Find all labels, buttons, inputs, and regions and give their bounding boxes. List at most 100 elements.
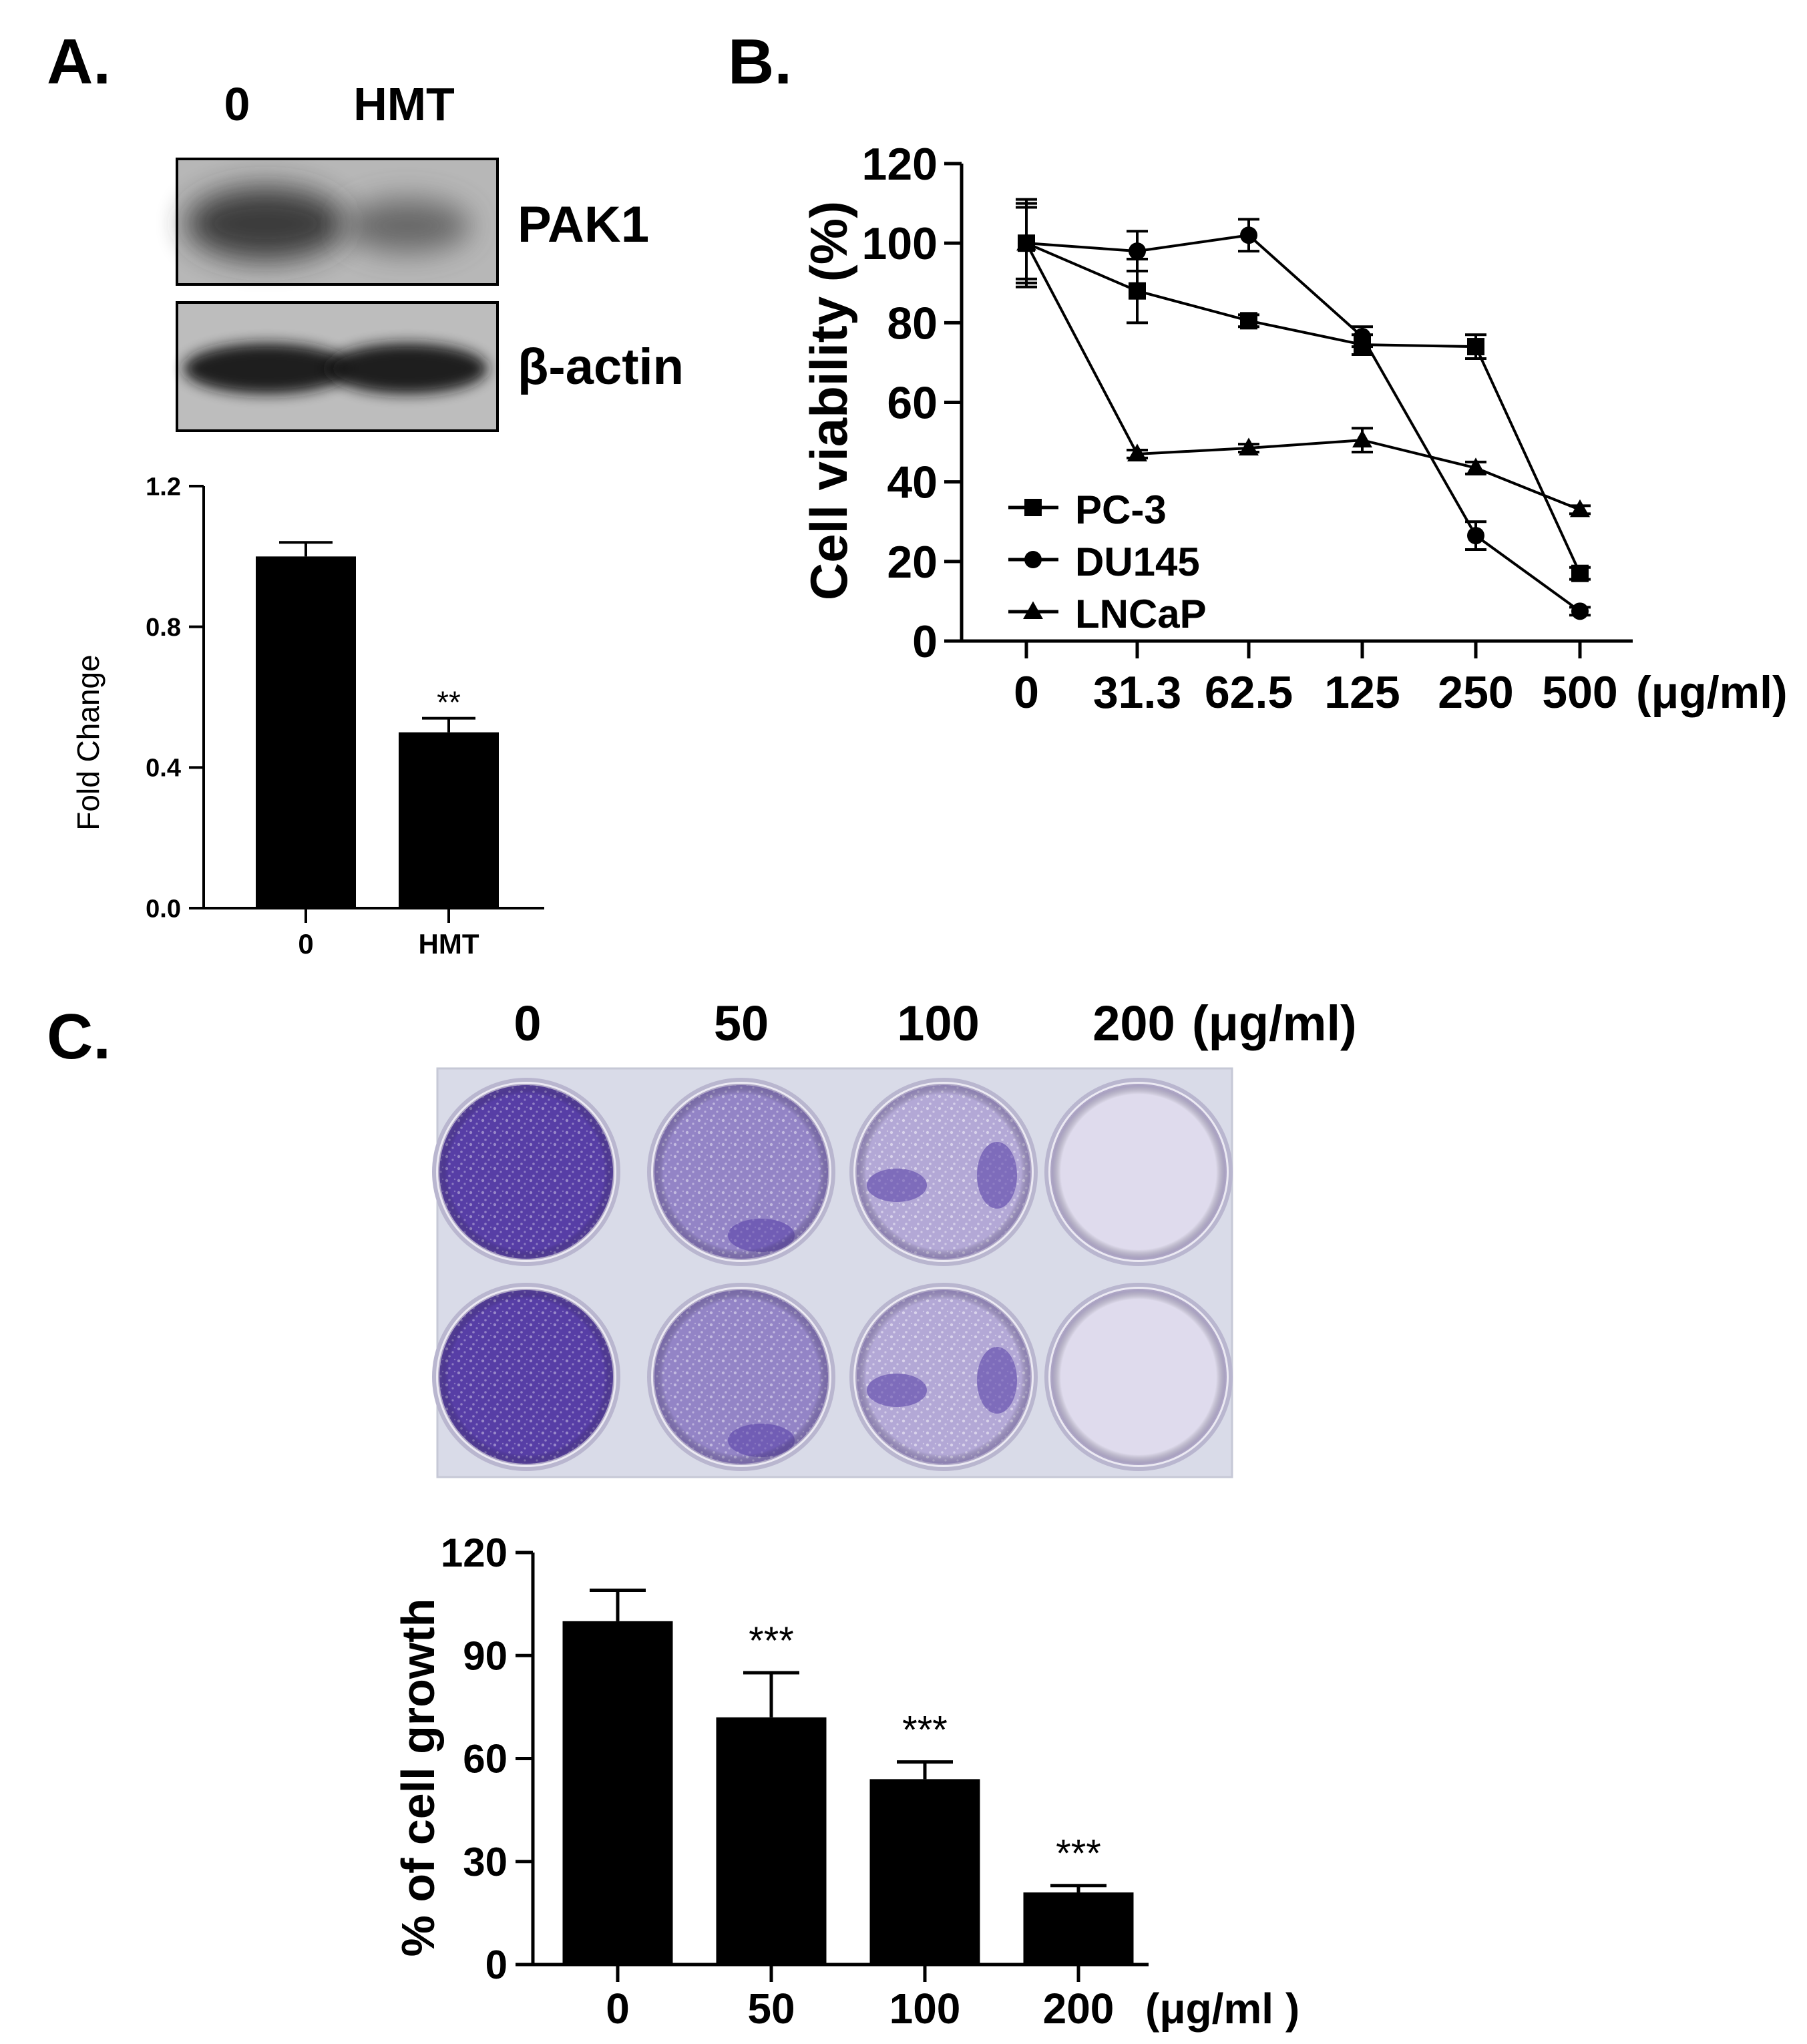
data-point [1466,457,1486,475]
data-point [1570,499,1590,518]
bar [1023,1892,1134,1965]
data-point [1240,226,1257,244]
y-tick-label: 40 [887,457,938,508]
plate-dose-label: 50 [714,996,769,1051]
data-point [1129,242,1146,260]
legend-marker [1023,601,1043,620]
y-tick-label: 60 [463,1737,508,1782]
bar [716,1717,827,1965]
y-tick-label: 80 [887,298,938,349]
fold-change-chart: Fold Change 0.0 0.4 0.8 1.2 0 HMT ** [71,473,544,960]
y-tick-label: 20 [887,537,938,588]
western-blot: 0 HMT PAK1 β-actin [176,78,684,432]
plate-well [849,1283,1038,1471]
plate-unit-label: (μg/ml) [1192,996,1357,1051]
panel-b: B. Cell viability (%) 0 20 40 60 80 100 120 0 31… [728,26,1788,718]
significance-label: ** [437,685,461,720]
data-point [1354,328,1371,346]
y-tick-label: 30 [463,1840,508,1884]
plate-dose-label: 100 [897,996,979,1051]
legend-marker [1024,551,1042,568]
x-tick-label: 0 [1014,667,1039,718]
panel-c: C. 0 50 100 200 (μg/ml) % of cell growth… [47,996,1357,2033]
y-tick-label: 120 [441,1530,508,1575]
panel-a-letter: A. [47,26,111,97]
y-tick-label: 60 [887,378,938,429]
y-tick-label: 0 [485,1943,508,1987]
cell-growth-ylabel: % of cell growth [392,1599,444,1957]
blot-lane-label-0: 0 [224,78,250,130]
plate-well [647,1078,835,1266]
plate-dose-label: 200 [1092,996,1175,1051]
cell-growth-chart: % of cell growth 0 30 60 90 120 0 50 *** 100 *** 2… [392,1530,1299,2033]
y-tick-label: 0.4 [146,755,181,783]
plate-well [1044,1283,1233,1471]
series-du145 [1016,206,1591,620]
x-tick-label: 250 [1438,667,1513,718]
y-tick-label: 0.8 [146,614,181,642]
data-point [1571,564,1589,582]
x-tick-label: HMT [419,928,479,960]
plate-dose-label: 0 [514,996,541,1051]
x-tick-label: 31.3 [1093,667,1181,718]
crystal-violet-plate [432,1067,1233,1478]
plate-well [432,1078,620,1266]
data-point [1129,282,1146,300]
y-tick-label: 0.0 [146,895,181,923]
x-tick-label: 100 [889,1985,961,2033]
x-unit-label: (μg/ml) [1636,667,1788,718]
cell-viability-chart: Cell viability (%) 0 20 40 60 80 100 120 0 31.3 6… [799,139,1788,718]
y-tick-label: 100 [862,218,938,269]
legend-label: PC-3 [1075,487,1167,532]
panel-b-letter: B. [728,26,792,97]
panel-c-letter: C. [47,1001,111,1072]
significance-label: *** [749,1619,794,1663]
x-tick-label: 50 [747,1985,795,2033]
bar [869,1779,980,1965]
y-tick-label: 0 [912,616,938,667]
x-unit-label: (μg/ml ) [1145,1985,1299,2033]
data-point [1352,429,1372,448]
x-tick-label: 0 [606,1985,630,2033]
panel-a: A. 0 HMT PAK1 β-actin Fold Change 0.0 0.4… [47,26,684,960]
fold-change-ylabel: Fold Change [71,654,106,830]
plate-well [647,1283,835,1471]
data-point [1571,602,1589,620]
cell-viability-ylabel: Cell viability (%) [799,201,858,600]
blot-lane-label-hmt: HMT [353,78,455,130]
x-tick-label: 125 [1324,667,1400,718]
x-tick-label: 62.5 [1205,667,1293,718]
data-point [1127,443,1147,462]
plate-well [1044,1078,1233,1266]
blot-band-label-pak1: PAK1 [518,196,649,253]
legend-label: DU145 [1075,540,1200,584]
plate-well [432,1283,620,1471]
blot-actin-membrane [176,301,499,432]
data-point [1239,437,1259,456]
legend-marker [1024,499,1042,516]
legend-label: LNCaP [1075,592,1207,636]
bar [256,556,356,908]
blot-band-label-actin: β-actin [518,339,684,395]
y-tick-label: 1.2 [146,473,181,501]
bar [562,1621,673,1965]
data-point [1240,312,1257,330]
series-lncap [1016,202,1591,518]
significance-label: *** [902,1709,948,1752]
y-tick-label: 90 [463,1633,508,1678]
data-point [1016,232,1036,251]
plate-well [849,1078,1038,1266]
series-line [1025,242,1581,512]
x-tick-label: 500 [1542,667,1617,718]
blot-pak1-membrane [176,158,499,286]
y-tick-label: 120 [862,139,938,190]
data-point [1467,338,1484,356]
series-line [1026,234,1581,612]
series-line [1026,242,1581,574]
bar [399,732,499,908]
x-tick-label: 200 [1043,1985,1115,2033]
significance-label: *** [1056,1832,1101,1876]
x-tick-label: 0 [298,928,313,960]
data-point [1467,527,1484,545]
